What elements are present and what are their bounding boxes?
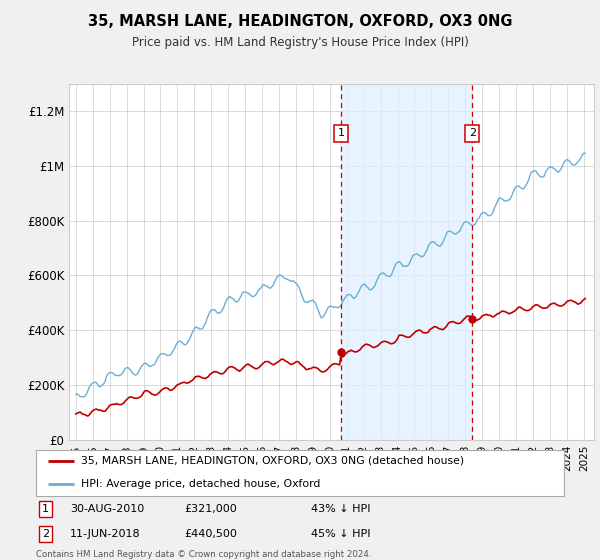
- Text: 2: 2: [469, 128, 476, 138]
- Text: 11-JUN-2018: 11-JUN-2018: [70, 529, 141, 539]
- Text: Contains HM Land Registry data © Crown copyright and database right 2024.
This d: Contains HM Land Registry data © Crown c…: [36, 550, 371, 560]
- Text: 1: 1: [338, 128, 344, 138]
- Text: 45% ↓ HPI: 45% ↓ HPI: [311, 529, 370, 539]
- Text: HPI: Average price, detached house, Oxford: HPI: Average price, detached house, Oxfo…: [81, 479, 320, 489]
- Text: Price paid vs. HM Land Registry's House Price Index (HPI): Price paid vs. HM Land Registry's House …: [131, 36, 469, 49]
- Text: 30-AUG-2010: 30-AUG-2010: [70, 504, 145, 514]
- Text: £440,500: £440,500: [184, 529, 237, 539]
- Text: 43% ↓ HPI: 43% ↓ HPI: [311, 504, 370, 514]
- Text: 1: 1: [42, 504, 49, 514]
- Text: 2: 2: [42, 529, 49, 539]
- Text: £321,000: £321,000: [184, 504, 236, 514]
- Text: 35, MARSH LANE, HEADINGTON, OXFORD, OX3 0NG (detached house): 35, MARSH LANE, HEADINGTON, OXFORD, OX3 …: [81, 456, 464, 466]
- Text: 35, MARSH LANE, HEADINGTON, OXFORD, OX3 0NG: 35, MARSH LANE, HEADINGTON, OXFORD, OX3 …: [88, 14, 512, 29]
- Bar: [341, 84, 472, 440]
